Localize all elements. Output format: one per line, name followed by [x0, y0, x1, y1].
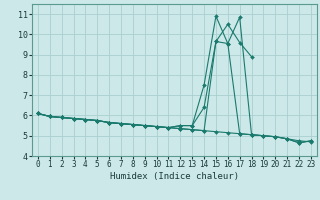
X-axis label: Humidex (Indice chaleur): Humidex (Indice chaleur) — [110, 172, 239, 181]
